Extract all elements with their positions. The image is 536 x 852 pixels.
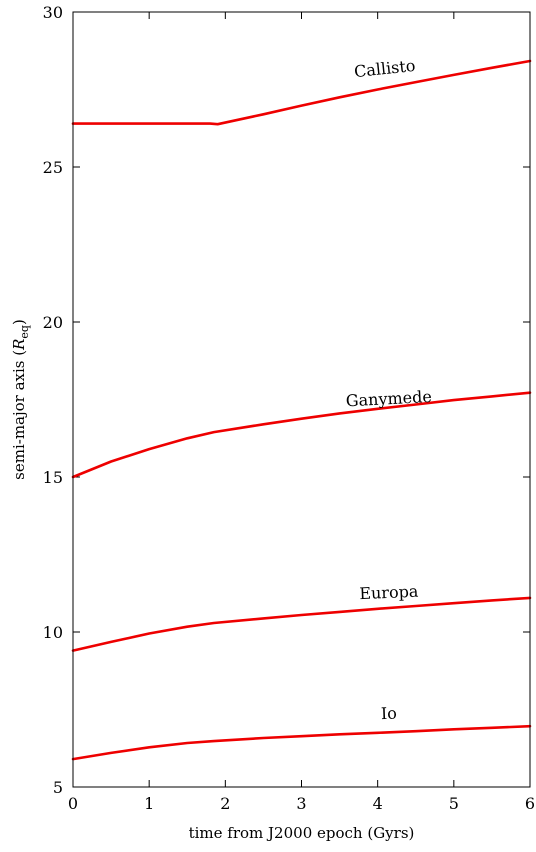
series-label-europa: Europa bbox=[359, 582, 419, 604]
plot-frame bbox=[72, 11, 531, 788]
y-axis-label-symbol: R bbox=[10, 339, 28, 351]
x-tick-label: 4 bbox=[373, 794, 383, 813]
x-tick-label: 6 bbox=[525, 794, 535, 813]
x-tick-label: 5 bbox=[449, 794, 459, 813]
tick-labels: 0 1 2 3 4 5 6 5 10 15 20 25 30 bbox=[43, 3, 535, 813]
y-tick-label: 15 bbox=[43, 468, 63, 487]
x-axis-label: time from J2000 epoch (Gyrs) bbox=[189, 824, 415, 842]
series-label-callisto: Callisto bbox=[353, 56, 416, 81]
series-labels: Io Europa Ganymede Callisto bbox=[345, 56, 432, 723]
y-tick-label: 20 bbox=[43, 313, 63, 332]
y-tick-label: 30 bbox=[43, 3, 63, 22]
series-line-ganymede bbox=[71, 391, 532, 479]
y-tick-label: 25 bbox=[43, 158, 63, 177]
series-line-io bbox=[71, 724, 532, 761]
x-tick-label: 1 bbox=[144, 794, 154, 813]
y-tick-label: 5 bbox=[53, 778, 63, 797]
series-lines bbox=[71, 59, 532, 761]
y-axis-label-main: semi-major axis ( bbox=[10, 350, 28, 480]
series-line-callisto bbox=[71, 59, 532, 126]
y-axis-label: semi-major axis (Req) bbox=[10, 319, 31, 480]
y-axis-label-subscript: eq bbox=[18, 325, 31, 339]
y-axis-label-close: ) bbox=[10, 319, 28, 325]
x-tick-label: 3 bbox=[296, 794, 306, 813]
series-line-europa bbox=[71, 596, 532, 652]
x-tick-label: 0 bbox=[68, 794, 78, 813]
y-tick-label: 10 bbox=[43, 623, 63, 642]
series-label-ganymede: Ganymede bbox=[345, 387, 432, 410]
x-tick-label: 2 bbox=[220, 794, 230, 813]
series-label-io: Io bbox=[381, 704, 398, 724]
